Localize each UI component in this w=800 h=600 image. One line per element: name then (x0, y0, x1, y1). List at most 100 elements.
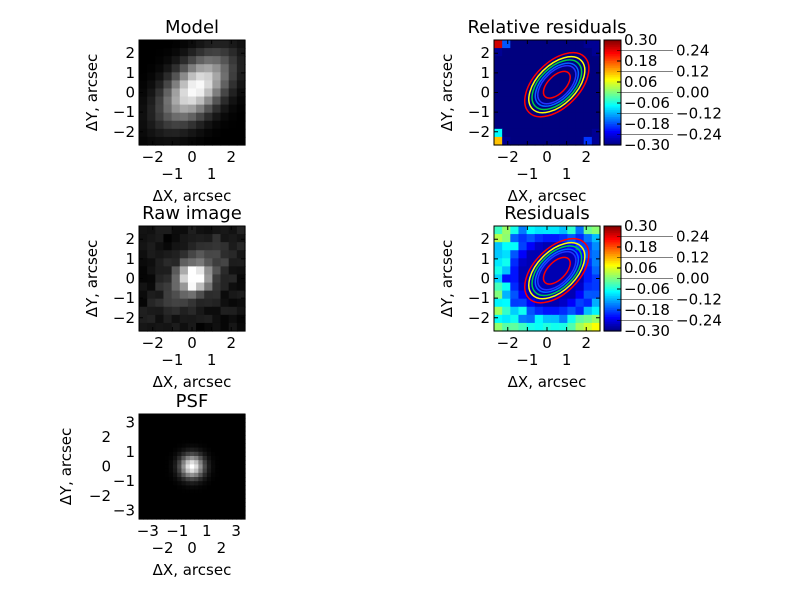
image-pixel (510, 242, 520, 251)
image-pixel (187, 48, 197, 57)
image-pixel (194, 439, 199, 444)
image-pixel (171, 250, 181, 259)
colorbar-tick-label: 0.06 (624, 259, 657, 277)
image-pixel (151, 468, 157, 474)
image-pixel (551, 266, 560, 276)
image-pixel (551, 234, 560, 243)
colorbar-segment (604, 233, 621, 236)
image-pixel (542, 274, 552, 284)
image-pixel (198, 456, 204, 461)
image-pixel (179, 104, 189, 114)
image-pixel (494, 282, 503, 292)
image-pixel (194, 464, 199, 470)
image-pixel (551, 322, 560, 332)
image-pixel (502, 298, 511, 308)
image-pixel (240, 502, 246, 507)
image-pixel (502, 40, 511, 49)
colorbar-segment (604, 62, 621, 66)
image-pixel (223, 447, 229, 453)
image-pixel (139, 418, 144, 423)
image-pixel (526, 282, 536, 292)
image-pixel (143, 443, 149, 449)
image-pixel (551, 136, 560, 146)
image-pixel (172, 506, 178, 512)
colorbar-segment (604, 69, 621, 73)
image-pixel (219, 422, 225, 428)
image-pixel (510, 322, 520, 332)
image-pixel (198, 477, 204, 482)
image-pixel (151, 456, 157, 461)
colorbar-segment (604, 131, 621, 134)
image-pixel (502, 136, 511, 146)
image-pixel (171, 104, 181, 114)
image-pixel (542, 48, 552, 57)
image-pixel (163, 64, 173, 73)
image-pixel (567, 40, 577, 49)
image-pixel (168, 498, 174, 503)
image-pixel (139, 242, 148, 251)
image-pixel (160, 443, 166, 449)
image-pixel (236, 40, 246, 49)
colorbar-segment (604, 273, 621, 276)
image-pixel (172, 435, 178, 440)
image-pixel (223, 472, 229, 478)
image-pixel (494, 48, 503, 57)
colorbar-segment (604, 139, 621, 143)
image-pixel (575, 48, 585, 57)
y-tick-label: 1 (125, 443, 135, 461)
image-pixel (155, 322, 165, 332)
image-pixel (185, 456, 191, 461)
image-pixel (211, 481, 216, 486)
image-pixel (534, 226, 544, 235)
image-pixel (526, 136, 536, 146)
colorbar-segment (604, 236, 621, 239)
image-pixel (198, 422, 204, 428)
image-pixel (168, 435, 174, 440)
colorbar-segment (604, 45, 621, 48)
image-pixel (198, 502, 204, 507)
colorbar-tick-label: −0.18 (624, 301, 670, 319)
image-pixel (187, 88, 197, 98)
image-pixel (502, 96, 511, 106)
image-pixel (228, 306, 238, 316)
image-pixel (228, 104, 238, 114)
image-pixel (510, 104, 520, 114)
y-tick-label: 0 (480, 270, 490, 288)
image-pixel (236, 422, 242, 428)
x-tick-label: 0 (187, 539, 197, 557)
y-tick-label: −2 (468, 123, 490, 141)
image-pixel (204, 306, 213, 316)
image-pixel (534, 64, 544, 73)
image-pixel (567, 322, 577, 332)
image-pixel (164, 447, 170, 453)
image-pixel (139, 498, 144, 503)
image-pixel (147, 234, 156, 243)
y-tick-label: 1 (480, 64, 490, 82)
image-pixel (223, 502, 229, 507)
image-pixel (181, 418, 187, 423)
image-pixel (591, 72, 601, 81)
image-pixel (212, 282, 222, 292)
image-pixel (177, 439, 182, 444)
image-pixel (510, 234, 520, 243)
image-pixel (155, 489, 161, 495)
image-pixel (168, 456, 174, 461)
image-pixel (171, 64, 181, 73)
colorbar-segment (604, 269, 621, 273)
image-pixel (171, 48, 181, 57)
image-pixel (194, 468, 199, 474)
image-pixel (196, 274, 205, 284)
image-pixel (194, 430, 199, 436)
x-tick-label: −1 (166, 522, 188, 540)
image-pixel (139, 72, 148, 81)
colorbar-segment (604, 43, 621, 46)
image-pixel (196, 104, 205, 114)
y-tick-label: 0 (101, 458, 111, 476)
image-pixel (185, 481, 191, 486)
image-pixel (155, 48, 165, 57)
image-pixel (206, 430, 212, 436)
image-pixel (219, 456, 225, 461)
image-pixel (236, 258, 246, 267)
colorbar-segment (604, 324, 621, 327)
